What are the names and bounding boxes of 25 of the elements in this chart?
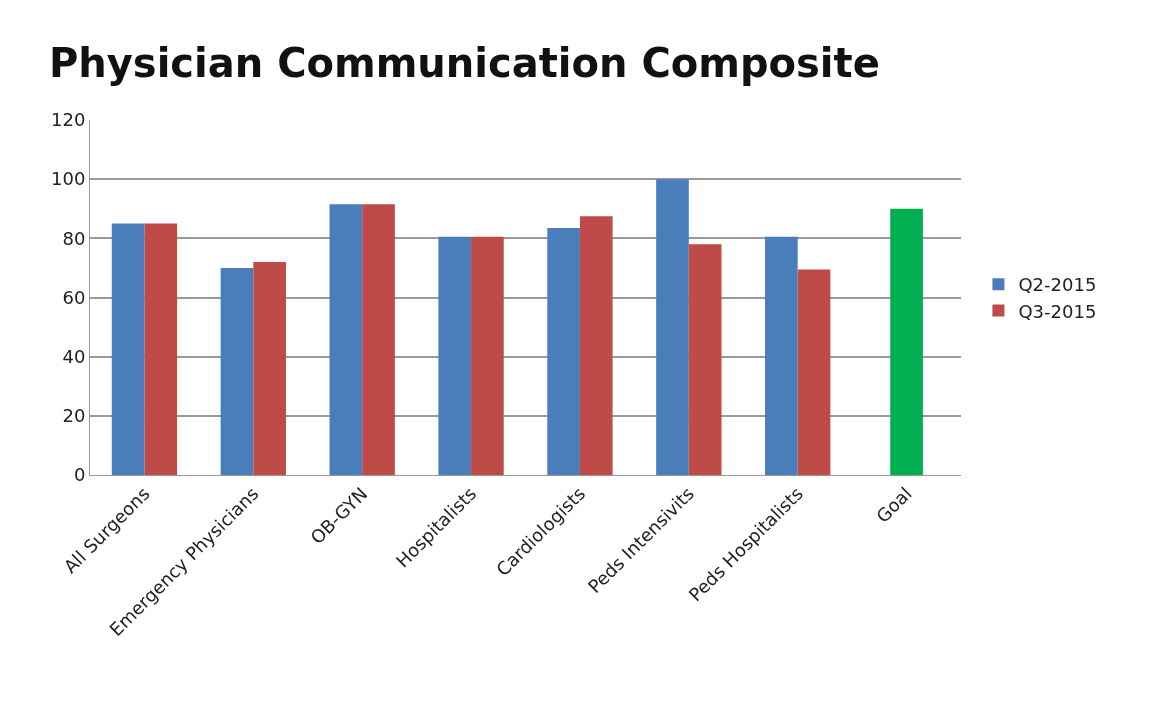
bar bbox=[438, 236, 472, 475]
y-tick-label: 80 bbox=[62, 227, 86, 249]
bar bbox=[253, 262, 286, 475]
chart-title: Physician Communication Composite bbox=[48, 40, 880, 87]
bar bbox=[362, 204, 395, 475]
bar bbox=[579, 216, 613, 475]
bar bbox=[111, 223, 145, 475]
bar bbox=[890, 208, 923, 475]
y-tick-label: 60 bbox=[62, 286, 86, 308]
bar bbox=[688, 244, 722, 475]
bar bbox=[656, 179, 689, 475]
y-tick-label: 120 bbox=[51, 109, 86, 131]
bar bbox=[329, 204, 363, 475]
y-tick-label: 20 bbox=[62, 405, 86, 427]
y-tick-label: 40 bbox=[62, 345, 86, 367]
bar bbox=[547, 227, 580, 475]
y-tick-label: 100 bbox=[51, 168, 86, 190]
y-tick-label: 0 bbox=[73, 464, 86, 486]
legend-label: Q3-2015 bbox=[1018, 300, 1097, 322]
legend-label: Q2-2015 bbox=[1018, 274, 1097, 296]
bar bbox=[471, 236, 504, 475]
bar bbox=[144, 223, 178, 475]
bar bbox=[797, 269, 831, 475]
bar bbox=[220, 267, 254, 475]
bar bbox=[765, 236, 798, 475]
